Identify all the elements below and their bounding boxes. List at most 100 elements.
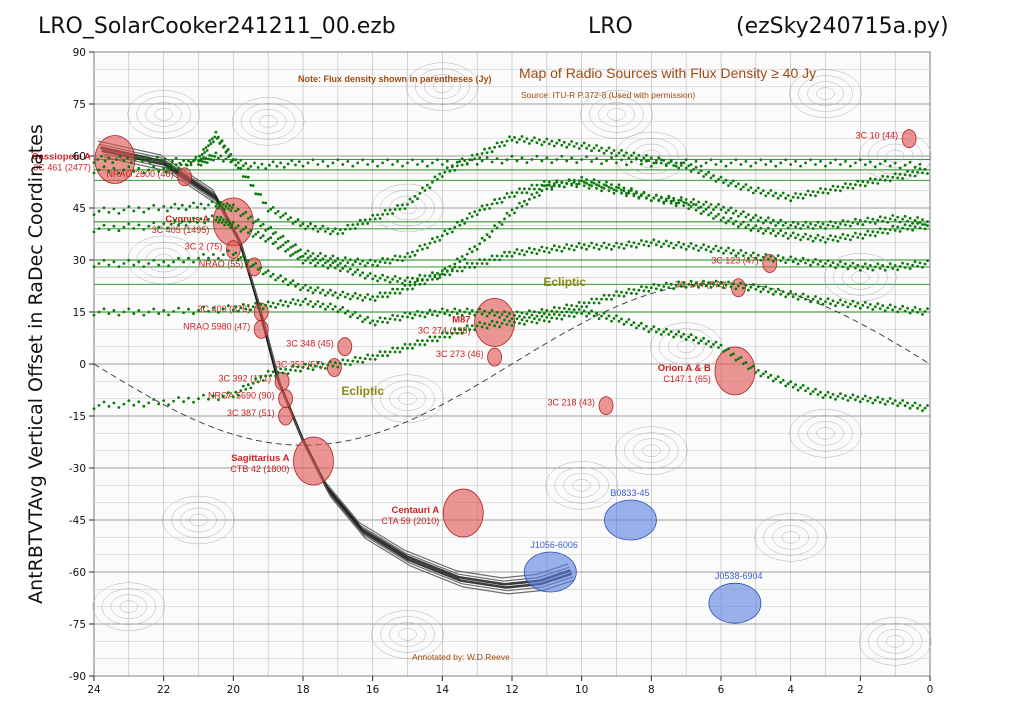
data-point xyxy=(401,346,404,350)
data-point xyxy=(321,302,325,306)
data-point xyxy=(465,252,469,256)
data-point xyxy=(205,149,209,152)
data-point xyxy=(769,287,773,291)
data-point xyxy=(187,159,190,163)
source-blob xyxy=(487,347,502,367)
data-point xyxy=(911,228,914,232)
data-point xyxy=(391,277,394,281)
data-point xyxy=(358,314,362,318)
data-point xyxy=(533,247,536,251)
data-point xyxy=(886,175,890,179)
data-point xyxy=(863,262,867,266)
data-point xyxy=(204,146,208,149)
y-tick-label: -60 xyxy=(69,567,86,579)
data-point xyxy=(804,232,807,236)
data-point xyxy=(371,354,375,357)
data-point xyxy=(304,283,307,287)
data-point xyxy=(923,262,927,266)
data-point xyxy=(249,183,253,187)
data-point xyxy=(294,243,297,247)
data-point xyxy=(222,253,225,256)
data-point xyxy=(587,186,591,190)
data-point xyxy=(289,254,292,258)
data-point xyxy=(831,299,835,303)
data-point xyxy=(388,208,392,212)
data-point xyxy=(152,221,156,225)
data-point xyxy=(664,327,668,331)
ecliptic-label-right: Ecliptic xyxy=(543,275,586,289)
data-point xyxy=(804,261,807,265)
contour-ring xyxy=(833,259,888,296)
data-point xyxy=(381,354,384,358)
data-point xyxy=(575,185,579,189)
data-point xyxy=(729,206,733,210)
data-point xyxy=(761,287,765,291)
data-point xyxy=(356,296,360,300)
data-point xyxy=(326,266,330,270)
source-blob xyxy=(253,319,269,339)
data-point xyxy=(304,362,307,366)
data-point xyxy=(212,253,215,256)
data-point xyxy=(547,180,551,184)
data-point xyxy=(515,191,519,195)
data-point xyxy=(202,156,205,160)
data-point xyxy=(408,255,412,258)
data-point xyxy=(679,196,683,199)
data-point xyxy=(779,259,783,262)
data-point xyxy=(403,207,407,211)
data-point xyxy=(839,222,842,226)
data-point xyxy=(416,339,419,342)
data-point xyxy=(465,307,469,311)
data-point xyxy=(916,406,919,410)
data-point xyxy=(886,265,890,269)
data-point xyxy=(630,160,633,164)
data-point xyxy=(637,195,641,199)
data-point xyxy=(421,247,424,251)
data-point xyxy=(535,183,539,187)
data-point xyxy=(712,217,715,220)
data-point xyxy=(590,184,593,188)
data-point xyxy=(794,257,797,261)
data-point xyxy=(632,288,636,291)
contour-ring xyxy=(380,616,435,653)
data-point xyxy=(637,154,641,157)
data-point xyxy=(249,308,253,312)
data-point xyxy=(311,252,315,255)
data-point xyxy=(224,157,228,161)
data-point xyxy=(314,302,317,306)
data-point xyxy=(714,279,718,283)
data-point xyxy=(734,287,738,291)
data-point xyxy=(156,155,159,159)
data-point xyxy=(137,154,141,158)
data-point xyxy=(754,161,758,165)
source-blob xyxy=(523,551,577,593)
contour-ring xyxy=(615,426,688,475)
data-point xyxy=(453,262,457,266)
data-point xyxy=(241,254,245,258)
data-point xyxy=(401,203,404,207)
data-point xyxy=(199,157,203,161)
data-point xyxy=(801,196,805,200)
data-point xyxy=(291,298,295,301)
data-point xyxy=(341,306,345,309)
data-point xyxy=(296,257,300,260)
data-point xyxy=(851,235,855,238)
data-point xyxy=(515,140,519,144)
y-tick-label: 45 xyxy=(73,203,86,215)
data-point xyxy=(749,285,753,289)
data-point xyxy=(246,217,250,220)
data-point xyxy=(677,198,681,202)
data-point xyxy=(868,396,872,400)
data-point xyxy=(692,198,695,201)
data-point xyxy=(742,286,745,290)
data-point xyxy=(127,165,131,169)
data-point xyxy=(789,290,793,293)
data-point xyxy=(657,199,661,203)
data-point xyxy=(520,249,524,252)
data-point xyxy=(742,210,745,214)
data-point xyxy=(766,257,770,261)
data-point xyxy=(231,158,235,161)
data-point xyxy=(836,239,840,243)
data-point xyxy=(784,231,788,235)
data-point xyxy=(756,186,760,190)
